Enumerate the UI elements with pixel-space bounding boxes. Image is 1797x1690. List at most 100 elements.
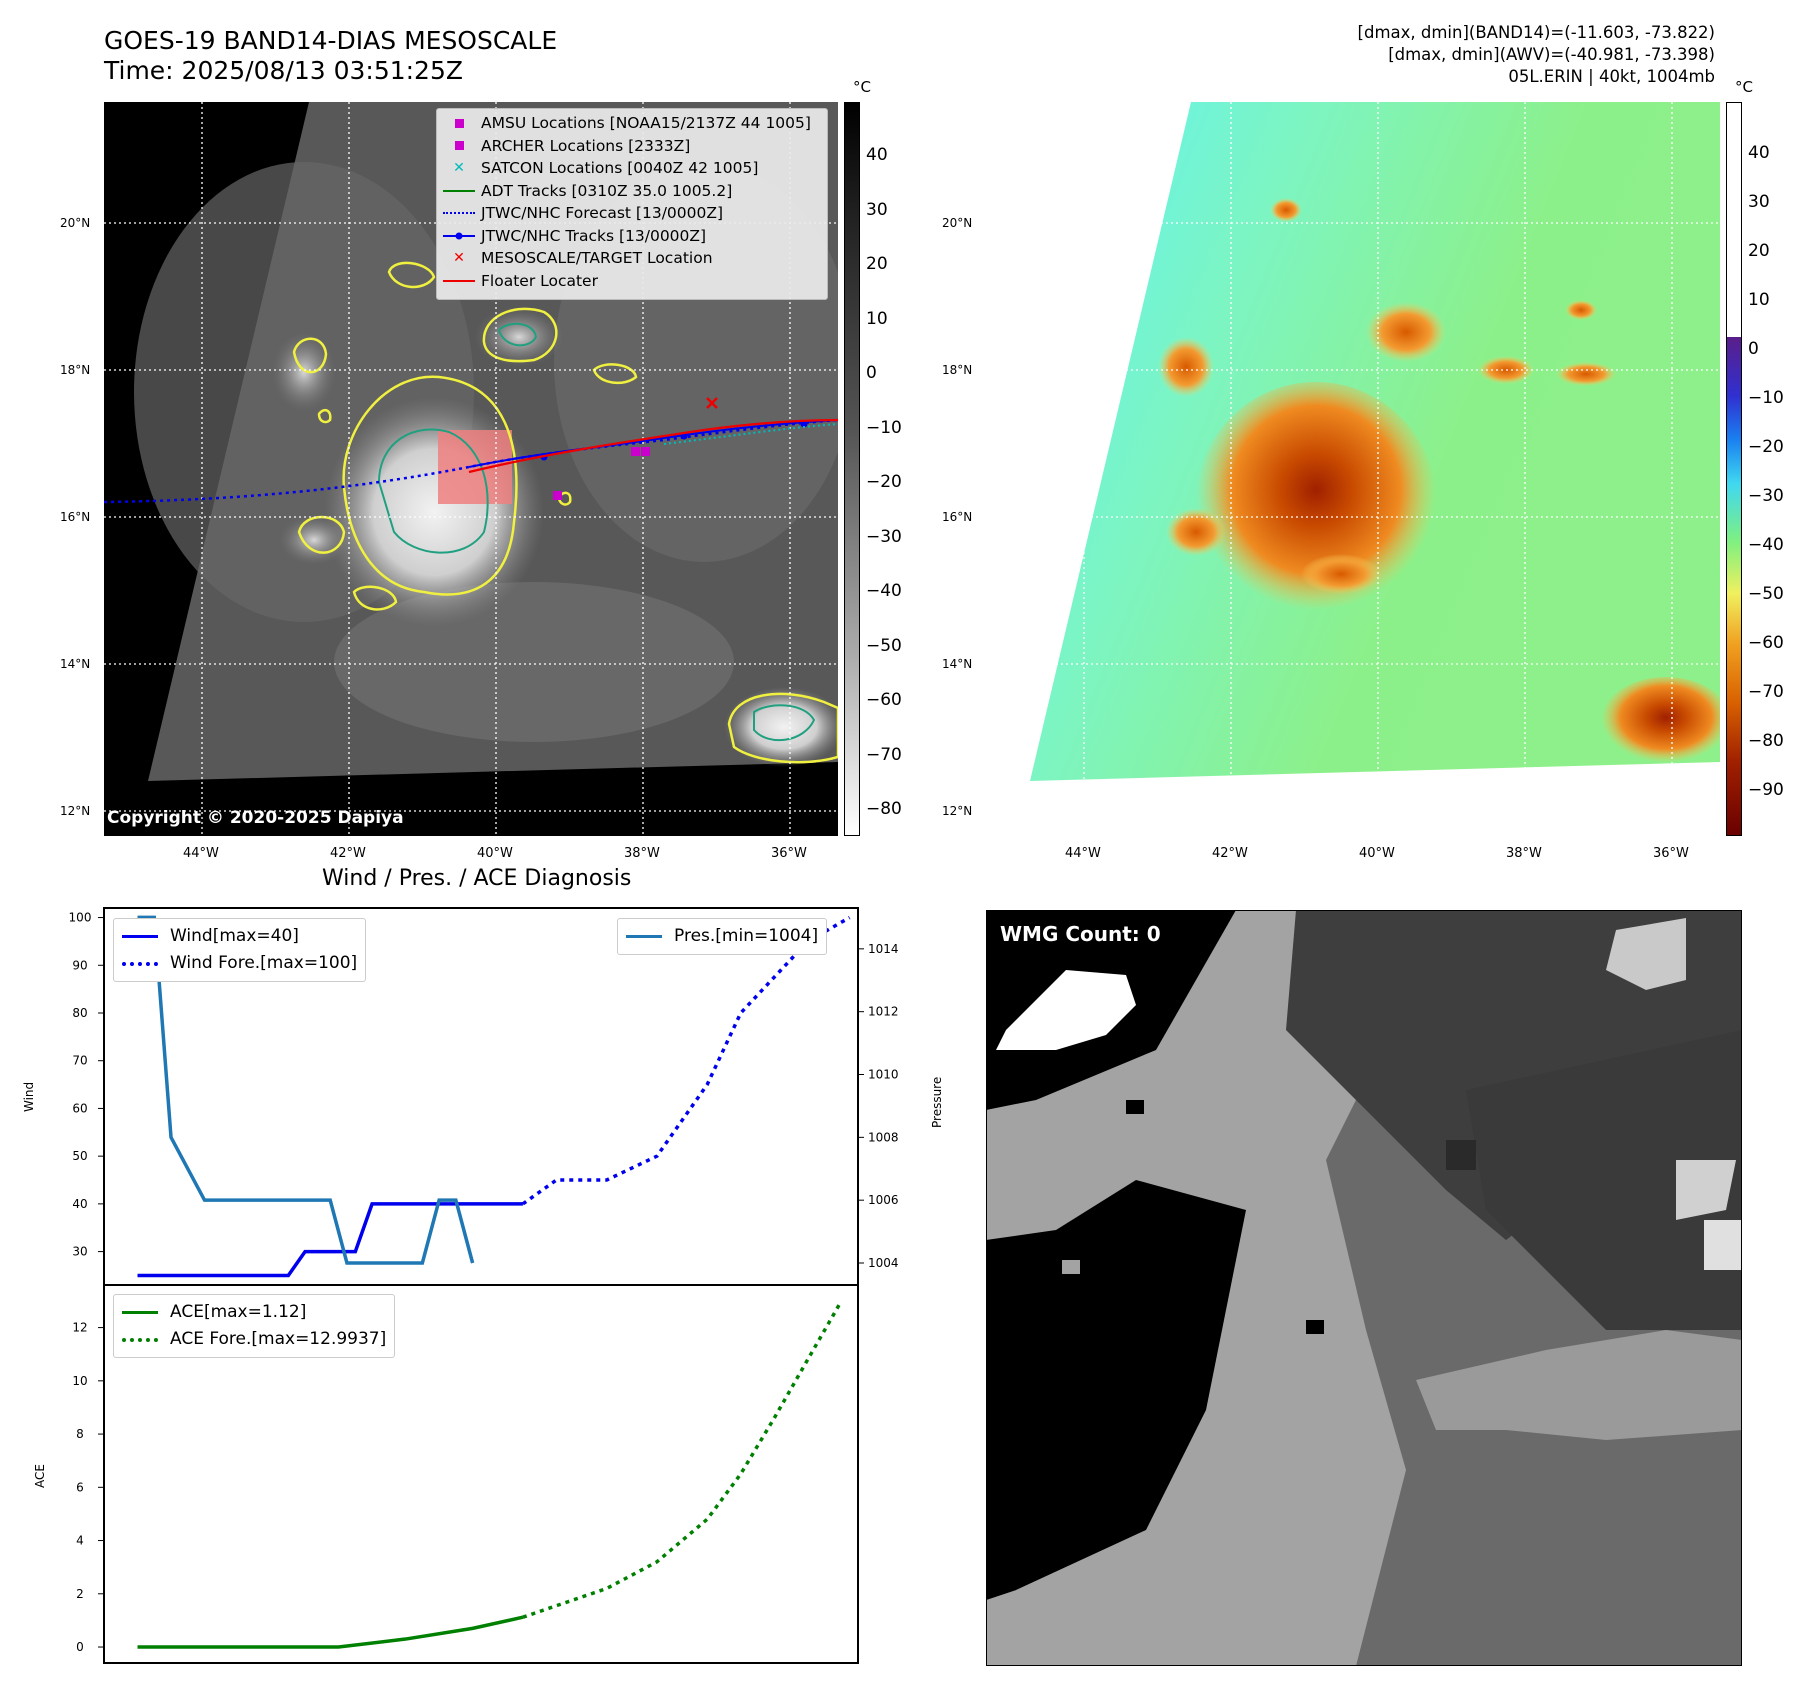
pressure-tick-label: 1008 — [868, 1130, 899, 1144]
wind-tick-label: 90 — [72, 958, 87, 972]
legend-ace: ACE[max=1.12] — [122, 1299, 386, 1326]
series-wind-fore-line — [521, 916, 851, 1206]
series-ace-fore-line — [522, 1300, 843, 1619]
pressure-tick-label: 1014 — [868, 942, 899, 956]
lon-tick-label: 40°W — [1359, 846, 1395, 861]
figure-title: GOES-19 BAND14-DIAS MESOSCALE Time: 2025… — [104, 26, 557, 86]
lon-tick-label: 42°W — [1212, 846, 1248, 861]
pressure-tick-label: 1010 — [868, 1068, 899, 1082]
awv-colorbar-tick: −20 — [1748, 437, 1784, 457]
ir-colorbar-unit: °C — [853, 78, 871, 96]
wind-tick-label: 40 — [72, 1197, 87, 1211]
map-legend: AMSU Locations [NOAA15/2137Z 44 1005] AR… — [436, 108, 828, 300]
legend-amsu: AMSU Locations [NOAA15/2137Z 44 1005] — [437, 112, 827, 135]
ace-tick-label: 8 — [76, 1427, 84, 1441]
ir-colorbar-tick: 20 — [866, 254, 888, 274]
awv-colorbar-tick: 10 — [1748, 290, 1770, 310]
title-time: Time: 2025/08/13 03:51:25Z — [104, 56, 463, 85]
awv-colorbar-tick: −80 — [1748, 731, 1784, 751]
lon-tick-label: 36°W — [771, 846, 807, 861]
ir-colorbar-tick: −60 — [866, 690, 902, 710]
red-line-icon — [437, 279, 481, 282]
pressure-tick-label: 1012 — [868, 1005, 899, 1019]
lon-tick-label: 38°W — [624, 846, 660, 861]
legend-ace-fore: ACE Fore.[max=12.9937] — [122, 1326, 386, 1353]
green-dotted-line-icon — [122, 1337, 158, 1342]
awv-colorbar-tick: −50 — [1748, 584, 1784, 604]
wind-tick-label: 50 — [72, 1149, 87, 1163]
floater-track — [468, 418, 838, 474]
wmg-count: WMG Count: 0 — [1000, 922, 1161, 946]
ace-axis-label: ACE — [33, 1464, 47, 1488]
forecast-track — [104, 418, 838, 504]
blue-line-icon — [122, 935, 158, 938]
awv-colorbar — [1726, 102, 1742, 836]
ir-colorbar-tick: −10 — [866, 417, 902, 438]
lon-tick-label: 44°W — [183, 846, 219, 861]
copyright-text: Copyright © 2020-2025 Dapiya — [107, 808, 404, 828]
awv-colorbar-tick: 20 — [1748, 241, 1770, 261]
awv-colorbar-tick: −90 — [1748, 780, 1784, 800]
satcon-track — [663, 423, 838, 445]
legend-adt: ADT Tracks [0310Z 35.0 1005.2] — [437, 180, 827, 203]
ace-legend: ACE[max=1.12] ACE Fore.[max=12.9937] — [113, 1294, 396, 1358]
wind-tick-label: 100 — [69, 911, 92, 925]
series-pres-line — [137, 915, 475, 1265]
ir-colorbar-tick: 0 — [866, 363, 877, 383]
steelblue-line-icon — [626, 935, 662, 938]
legend-satcon: ✕ SATCON Locations [0040Z 42 1005] — [437, 157, 827, 180]
awv-colorbar-tick: −60 — [1748, 633, 1784, 653]
series-windline — [137, 1202, 523, 1278]
legend-archer: ARCHER Locations [2333Z] — [437, 135, 827, 158]
lat-tick-label: 18°N — [60, 363, 91, 377]
lat-tick-label: 20°N — [60, 216, 91, 230]
awv-colorbar-tick: −70 — [1748, 682, 1784, 702]
series-aceline — [137, 1615, 524, 1649]
storm-info: [dmax, dmin](BAND14)=(-11.603, -73.822) … — [1358, 22, 1715, 88]
ace-tick-label: 6 — [76, 1480, 84, 1494]
pressure-tick-label: 1004 — [868, 1256, 899, 1270]
ace-tick-label: 10 — [72, 1374, 87, 1388]
lon-tick-label: 38°W — [1506, 846, 1542, 861]
lat-tick-label: 14°N — [60, 657, 91, 671]
pressure-tick-label: 1006 — [868, 1193, 899, 1207]
lon-tick-label: 40°W — [477, 846, 513, 861]
pressure-legend: Pres.[min=1004] — [617, 918, 828, 955]
magenta-square-icon — [437, 141, 481, 151]
info-band14-range: [dmax, dmin](BAND14)=(-11.603, -73.822) — [1357, 23, 1715, 42]
ir-colorbar-tick: −50 — [866, 635, 902, 656]
legend-wind-fore: Wind Fore.[max=100] — [122, 950, 357, 977]
wind-tick-label: 80 — [72, 1006, 87, 1020]
wind-legend: Wind[max=40] Wind Fore.[max=100] — [113, 918, 367, 982]
lon-tick-label: 44°W — [1065, 846, 1101, 861]
ace-tick-label: 0 — [76, 1640, 84, 1654]
awv-colorbar-tick: −40 — [1748, 535, 1784, 555]
lon-tick-label: 36°W — [1653, 846, 1689, 861]
legend-mesoscale: ✕ MESOSCALE/TARGET Location — [437, 247, 827, 270]
legend-tracks: JTWC/NHC Tracks [13/0000Z] — [437, 225, 827, 248]
blue-line-dot-icon — [437, 231, 481, 241]
green-line-icon — [437, 189, 481, 192]
wind-tick-label: 30 — [72, 1245, 87, 1259]
ir-colorbar-tick: −40 — [866, 581, 902, 601]
info-storm: 05L.ERIN | 40kt, 1004mb — [1508, 67, 1715, 86]
legend-pres: Pres.[min=1004] — [626, 923, 818, 950]
lat-tick-label: 20°N — [942, 216, 973, 230]
wind-axis-label: Wind — [22, 1081, 36, 1112]
green-line-icon — [122, 1311, 158, 1314]
awv-colorbar-unit: °C — [1735, 78, 1753, 96]
awv-colorbar-tick: 40 — [1748, 143, 1770, 163]
lat-tick-label: 12°N — [60, 804, 91, 818]
ir-colorbar-tick: −30 — [866, 526, 902, 547]
ace-tick-label: 2 — [76, 1587, 84, 1601]
red-x-icon: ✕ — [453, 250, 465, 267]
info-awv-range: [dmax, dmin](AWV)=(-40.981, -73.398) — [1388, 45, 1715, 64]
ace-tick-label: 12 — [72, 1321, 87, 1335]
awv-colorbar-tick: 0 — [1748, 339, 1759, 359]
blue-dotted-line-icon — [122, 961, 158, 966]
wind-tick-label: 60 — [72, 1101, 87, 1115]
lat-tick-label: 16°N — [942, 510, 973, 524]
ir-colorbar-tick: 10 — [866, 308, 888, 329]
lat-tick-label: 12°N — [942, 804, 973, 818]
legend-floater: Floater Locater — [437, 270, 827, 293]
